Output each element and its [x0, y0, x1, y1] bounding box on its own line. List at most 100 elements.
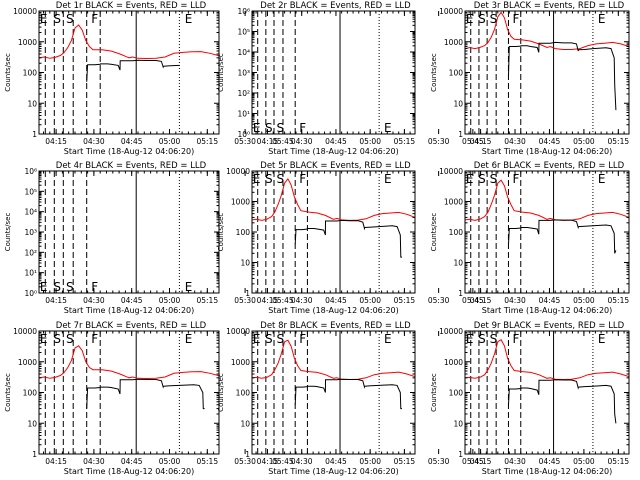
y-tick-label: 10²	[24, 248, 37, 257]
phase-letter: E	[598, 332, 606, 346]
y-tick-label: 10⁰	[237, 130, 250, 139]
phase-letter: E	[253, 172, 261, 186]
y-tick-label: 10	[27, 419, 37, 428]
x-tick-label: 04:30	[504, 296, 526, 305]
events-series-line	[508, 379, 617, 424]
phase-letter: S	[265, 332, 273, 346]
chart-title: Det 8r BLACK = Events, RED = LLD	[260, 321, 411, 331]
y-tick-label: 10³	[237, 69, 250, 78]
phase-letter: E	[598, 12, 606, 26]
x-tick-label: 04:30	[504, 457, 526, 466]
x-tick-label: 05:00	[359, 137, 381, 146]
y-tick-label: 10000	[439, 7, 463, 16]
plot-frame	[464, 170, 630, 294]
y-tick-label: 10²	[237, 89, 250, 98]
chart-title: Det 3r BLACK = Events, RED = LLD	[474, 1, 625, 11]
y-axis-label: Counts/sec	[430, 213, 438, 252]
phase-letter: S	[53, 280, 61, 294]
plot-frame	[464, 330, 630, 455]
y-axis-label: Counts/sec	[4, 213, 12, 252]
x-tick-label: 05:00	[159, 296, 181, 305]
y-tick-label: 10⁵	[237, 28, 250, 37]
x-tick-label: 05:00	[573, 137, 595, 146]
phase-letter: F	[91, 280, 98, 294]
x-tick-label: 05:45	[462, 296, 484, 305]
y-tick-label: 1	[245, 289, 250, 298]
y-tick-label: 100	[236, 228, 251, 237]
lld-series-line	[39, 345, 219, 380]
x-tick-label: 05:00	[573, 296, 595, 305]
y-axis-label: Counts/sec	[217, 53, 225, 92]
phase-letter: S	[490, 172, 498, 186]
y-tick-label: 10³	[24, 228, 37, 237]
x-tick-label: 04:45	[539, 457, 561, 466]
phase-letter: S	[478, 332, 486, 346]
x-tick-label: 05:30	[234, 296, 256, 305]
x-axis-label: Start Time (18-Aug-12 04:06:20)	[482, 306, 613, 315]
x-tick-label: 05:15	[608, 296, 630, 305]
x-tick-label: 04:15	[470, 296, 492, 305]
y-tick-label: 1	[32, 130, 37, 139]
phase-letter: S	[265, 121, 273, 135]
events-series-line	[86, 59, 180, 82]
x-tick-label: 05:00	[573, 457, 595, 466]
phase-letter: E	[466, 172, 474, 186]
x-tick-label: 04:15	[45, 296, 67, 305]
x-axis-label: Start Time (18-Aug-12 04:06:20)	[482, 467, 613, 476]
x-tick-label: 04:15	[470, 137, 492, 146]
x-tick-label: 05:45	[272, 296, 294, 305]
x-tick-label: 05:30	[428, 137, 450, 146]
x-axis-label: Start Time (18-Aug-12 04:06:20)	[268, 147, 399, 156]
events-series-line	[508, 219, 617, 254]
x-axis-label: Start Time (18-Aug-12 04:06:20)	[64, 467, 195, 476]
x-axis-label: Start Time (18-Aug-12 04:06:20)	[64, 147, 195, 156]
lld-series-line	[465, 179, 629, 221]
y-tick-label: 1	[458, 130, 463, 139]
x-axis-label: Start Time (18-Aug-12 04:06:20)	[268, 306, 399, 315]
x-tick-label: 04:45	[539, 296, 561, 305]
y-tick-label: 10000	[226, 327, 250, 336]
y-tick-label: 10000	[13, 7, 37, 16]
phase-letter: S	[478, 12, 486, 26]
x-tick-label: 04:30	[83, 296, 105, 305]
x-tick-label: 05:30	[234, 137, 256, 146]
y-axis-label: Counts/sec	[217, 213, 225, 252]
y-axis-label: Counts/sec	[4, 373, 12, 412]
plot-frame	[38, 10, 220, 135]
x-axis-label: Start Time (18-Aug-12 04:06:20)	[482, 147, 613, 156]
chart-title: Det 5r BLACK = Events, RED = LLD	[260, 161, 411, 171]
x-tick-label: 05:15	[394, 296, 416, 305]
x-tick-label: 05:30	[428, 296, 450, 305]
y-tick-label: 1	[32, 450, 37, 459]
plot-panel: Det 6r BLACK = Events, RED = LLD Start Ti…	[430, 161, 630, 315]
plot-panel: Det 4r BLACK = Events, RED = LLD Start Ti…	[4, 161, 294, 315]
x-tick-label: 04:30	[83, 137, 105, 146]
x-tick-label: 05:15	[608, 137, 630, 146]
y-tick-label: 100	[449, 69, 464, 78]
events-series-line	[294, 378, 402, 410]
x-tick-label: 04:15	[257, 457, 279, 466]
y-tick-label: 10	[27, 99, 37, 108]
y-axis-label: Counts/sec	[430, 373, 438, 412]
x-tick-label: 04:15	[257, 137, 279, 146]
y-axis-label: Counts/sec	[4, 53, 12, 92]
lld-series-line	[252, 177, 415, 221]
phase-letter: E	[598, 172, 606, 186]
phase-letter: F	[91, 332, 98, 346]
plot-frame	[38, 170, 220, 294]
y-tick-label: 10	[453, 259, 463, 268]
x-tick-label: 04:30	[291, 457, 313, 466]
phase-letter: F	[513, 12, 520, 26]
y-tick-label: 100	[23, 389, 38, 398]
x-tick-label: 05:45	[462, 137, 484, 146]
y-tick-label: 100	[449, 389, 464, 398]
x-tick-label: 05:15	[608, 457, 630, 466]
phase-letter: E	[185, 12, 193, 26]
phase-letter: E	[466, 12, 474, 26]
phase-letter: E	[185, 332, 193, 346]
